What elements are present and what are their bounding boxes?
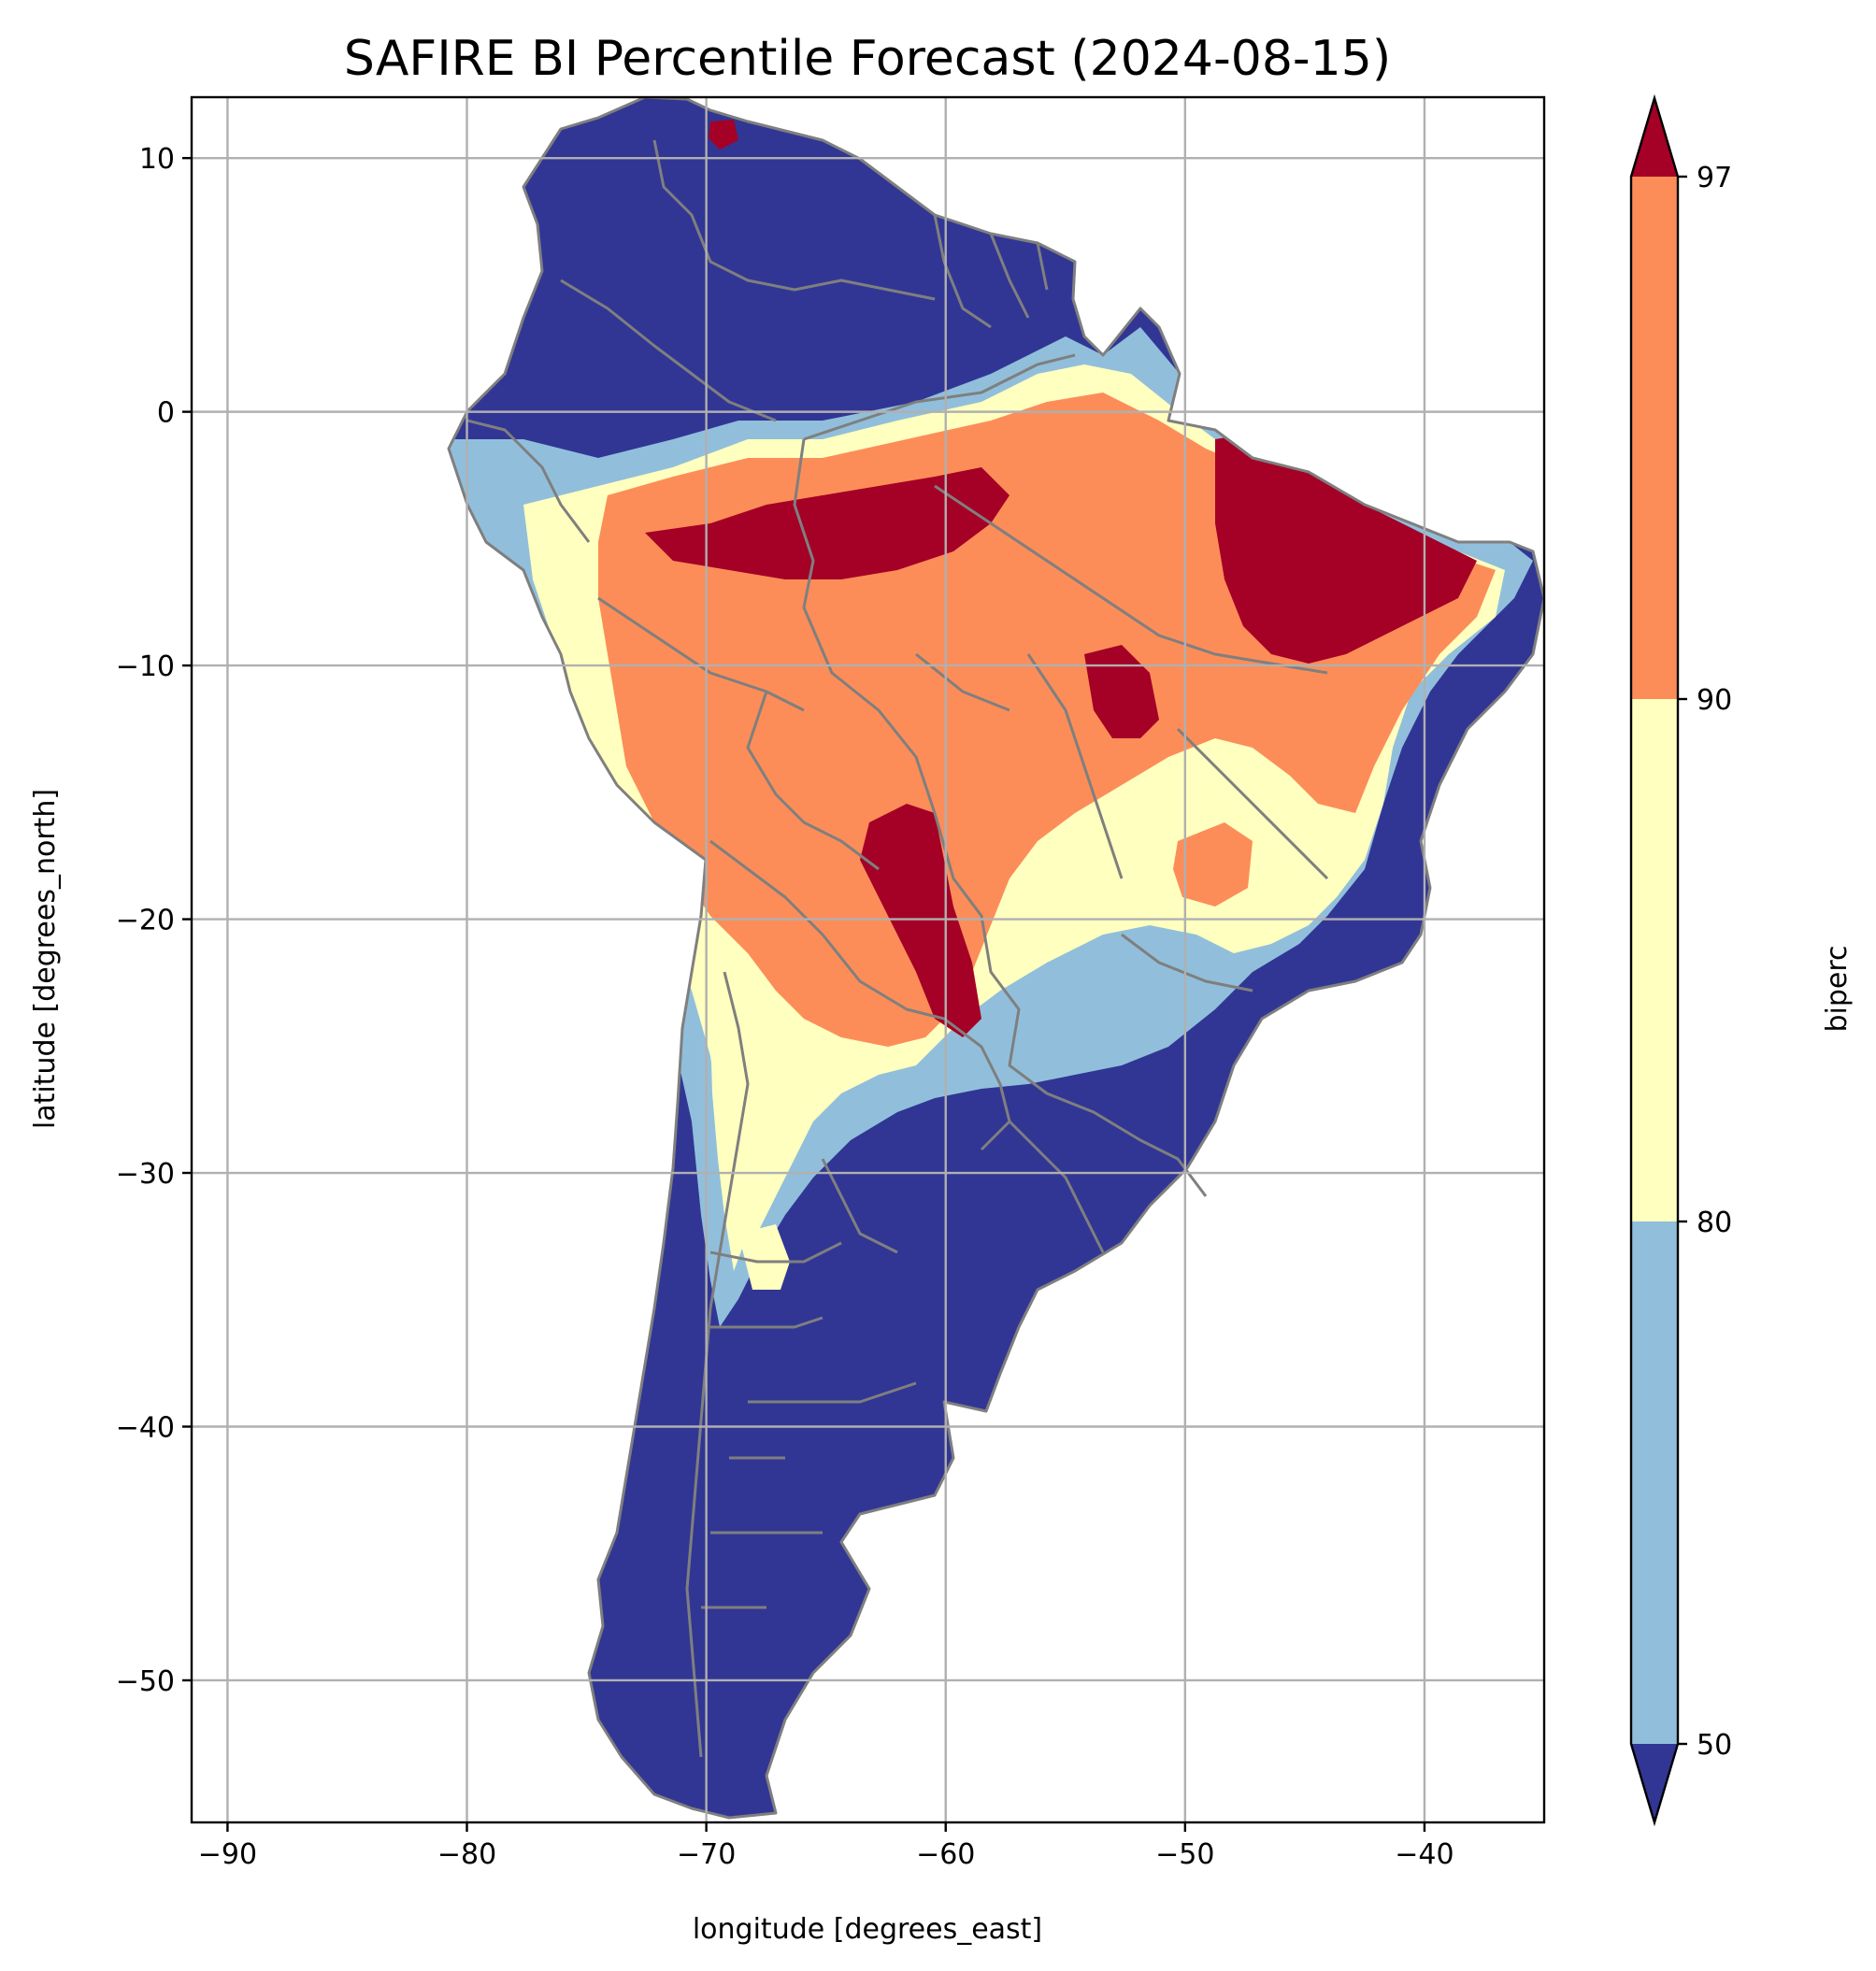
x-tick-label: −50 — [1155, 1838, 1214, 1871]
x-axis: −90 −80 −70 −60 −50 −40 — [198, 1822, 1454, 1871]
plot-area — [190, 95, 1546, 1824]
chart-title: SAFIRE BI Percentile Forecast (2024-08-1… — [344, 31, 1391, 87]
x-tick-label: −60 — [916, 1838, 975, 1871]
y-tick-label: −30 — [116, 1158, 175, 1191]
border-colombia-venezuela — [560, 139, 936, 422]
x-axis-label: longitude [degrees_east] — [693, 1913, 1042, 1946]
colorbar-extend-bottom — [1631, 1744, 1678, 1822]
border-argentina-paraguay-uruguay — [821, 934, 1105, 1253]
heatmap-zone-above-97-north — [645, 467, 1010, 579]
x-tick-label: −90 — [198, 1838, 257, 1871]
border-guianas — [933, 214, 1049, 329]
colorbar-label: biperc — [1821, 945, 1854, 1032]
border-ecuador — [466, 419, 591, 543]
y-axis-label: latitude [degrees_north] — [29, 789, 62, 1129]
heatmap-zone-above-97-central — [860, 804, 981, 1037]
colorbar-tick-label: 97 — [1697, 162, 1732, 194]
x-gridlines — [226, 97, 1426, 1822]
heatmap-zone-above-97-venezuela — [709, 120, 738, 150]
heatmap-zone-above-97-northeast — [1215, 430, 1477, 664]
colorbar-tick-label: 90 — [1697, 684, 1732, 717]
y-gridlines — [192, 156, 1544, 1682]
border-peru-bolivia — [597, 596, 880, 936]
colorbar-tick-label: 50 — [1697, 1729, 1732, 1762]
plot-frame — [190, 95, 1546, 1824]
x-tick-label: −80 — [437, 1838, 496, 1871]
colorbar-bin — [1631, 177, 1678, 699]
border-brazil — [793, 353, 1208, 1197]
colorbar-tick-label: 80 — [1697, 1207, 1732, 1239]
y-tick-label: 0 — [157, 397, 175, 430]
heatmap-zone-80-90-argentina — [738, 1224, 790, 1290]
border-argentina-provinces — [701, 1158, 917, 1609]
colorbar-bin — [1631, 1221, 1678, 1744]
colorbar-extend-top — [1631, 98, 1678, 177]
heatmap-zone-90-97-southeast — [1173, 822, 1253, 907]
y-axis: 10 0 −10 −20 −30 −40 −50 — [116, 143, 192, 1698]
y-tick-label: −20 — [116, 905, 175, 937]
y-tick-label: −40 — [116, 1412, 175, 1445]
political-borders — [447, 97, 1544, 1820]
heatmap-zone-above-97-interior — [1084, 645, 1159, 738]
x-tick-label: −40 — [1395, 1838, 1454, 1871]
colorbar-bin — [1631, 699, 1678, 1221]
y-tick-label: 10 — [139, 143, 175, 176]
y-tick-label: −50 — [116, 1665, 175, 1698]
colorbar: 50 80 90 97 — [1629, 93, 1732, 1827]
x-tick-label: −70 — [677, 1838, 736, 1871]
border-brazil-states — [915, 484, 1329, 993]
y-tick-label: −10 — [116, 650, 175, 683]
